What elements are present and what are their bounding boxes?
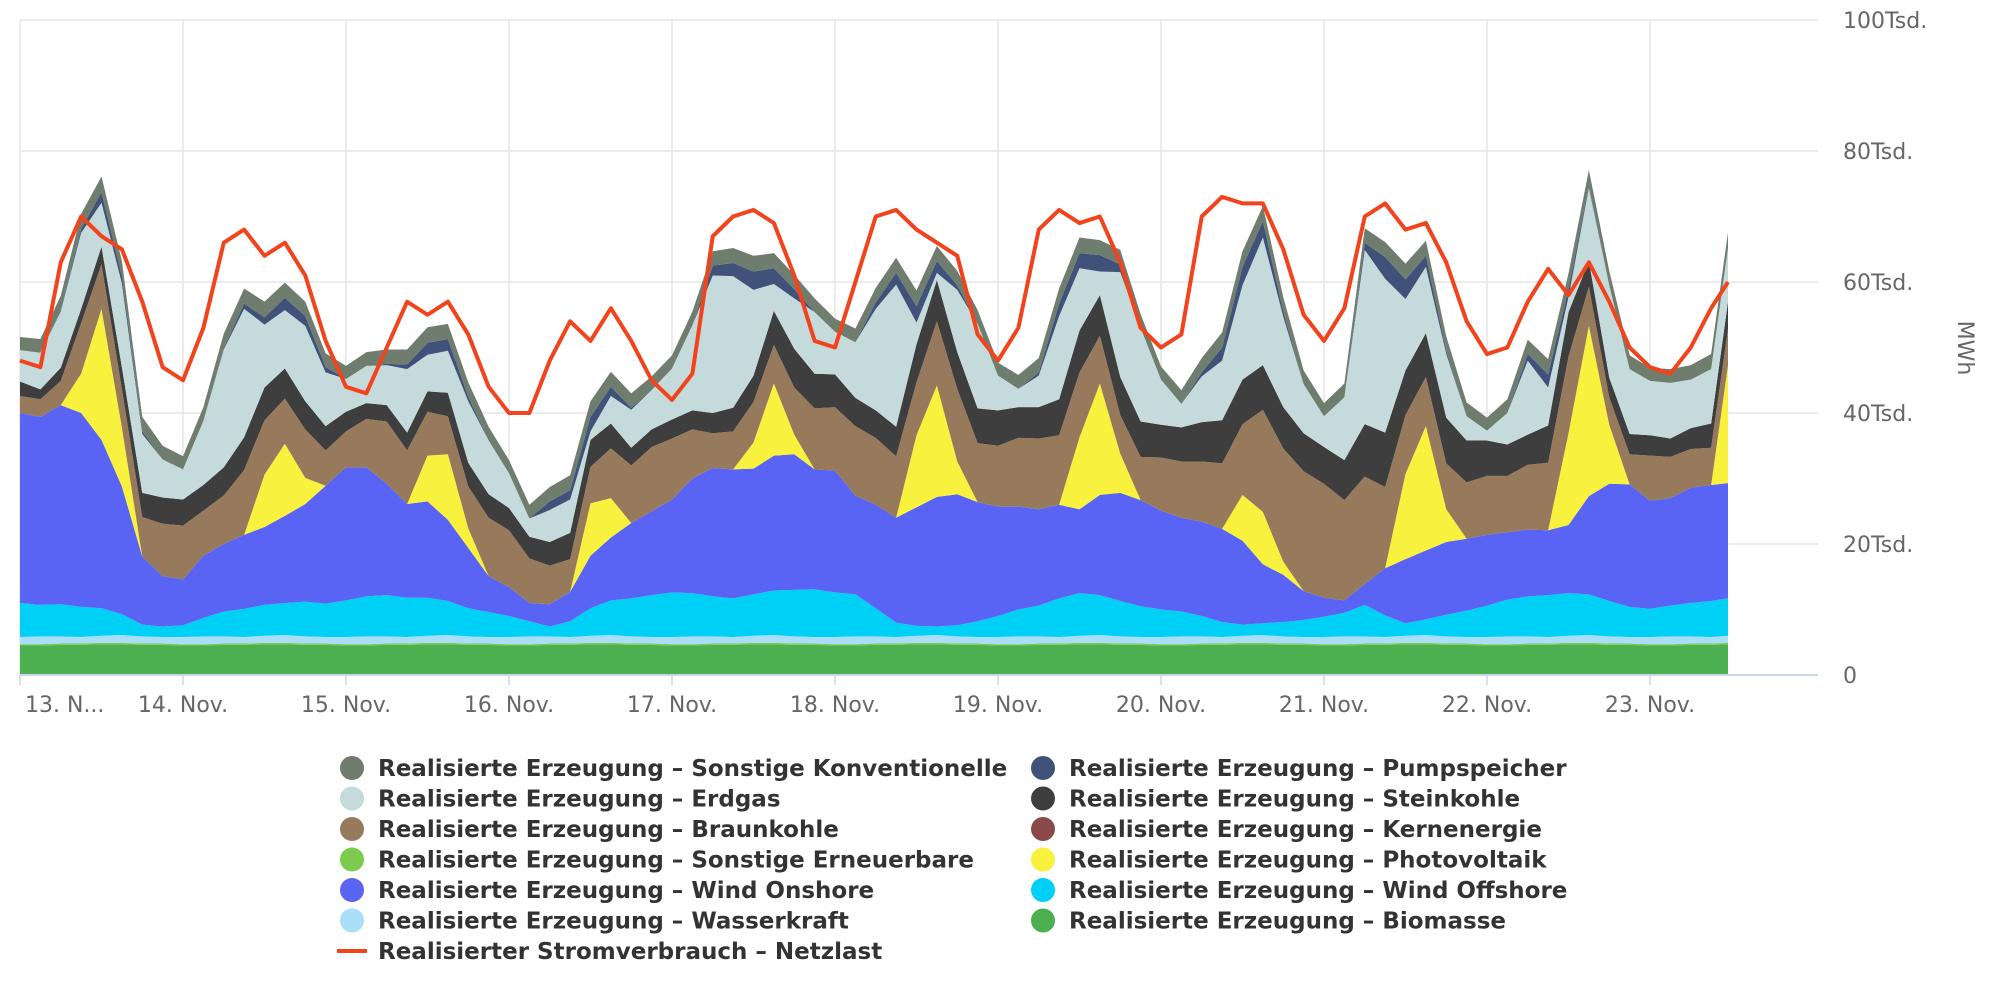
y-tick-label: 100Tsd. [1843, 9, 1927, 34]
area-layer [20, 169, 1728, 675]
legend-marker [1031, 847, 1055, 872]
x-tick-label: 14. Nov. [138, 693, 228, 718]
x-tick-label: 16. Nov. [464, 693, 554, 718]
legend-item-wind-offshore[interactable]: Realisierte Erzeugung – Wind Offshore [1031, 878, 1567, 904]
legend-label: Realisierte Erzeugung – Wind Onshore [378, 878, 874, 904]
legend-item-wind-onshore[interactable]: Realisierte Erzeugung – Wind Onshore [340, 878, 874, 904]
legend-label: Realisierte Erzeugung – Photovoltaik [1069, 848, 1547, 874]
area-series-steinkohle[interactable] [20, 246, 1728, 566]
y-tick-label: 60Tsd. [1843, 271, 1913, 296]
axis-layer: 0 20Tsd. 40Tsd. 60Tsd. 80Tsd. 100Tsd. 13. N...… [19, 9, 1977, 718]
area-series-sonstige-erneuerbare[interactable] [20, 642, 1728, 646]
legend-marker [340, 756, 364, 780]
legend-label: Realisierte Erzeugung – Sonstige Erneuer… [378, 848, 974, 874]
y-tick-label: 80Tsd. [1843, 140, 1913, 165]
x-tick-label: 13. N... [25, 693, 104, 718]
y-tick-label: 0 [1843, 664, 1857, 689]
area-series-wind-onshore[interactable] [20, 405, 1728, 627]
legend-marker [340, 847, 364, 872]
area-series-braunkohle[interactable] [20, 264, 1728, 605]
legend-item-braunkohle[interactable]: Realisierte Erzeugung – Braunkohle [340, 817, 839, 843]
legend-label: Realisierte Erzeugung – Steinkohle [1069, 787, 1520, 813]
legend-item-kernenergie[interactable]: Realisierte Erzeugung – Kernenergie [1031, 817, 1542, 843]
legend-item-netzlast[interactable]: Realisierter Stromverbrauch – Netzlast [337, 939, 882, 965]
x-tick-label: 20. Nov. [1116, 693, 1206, 718]
legend-marker [340, 817, 364, 841]
legend-item-erdgas[interactable]: Realisierte Erzeugung – Erdgas [340, 786, 781, 813]
line-series-netzlast[interactable] [19, 194, 1730, 415]
x-tick-label: 22. Nov. [1442, 693, 1532, 718]
area-series-wasserkraft[interactable] [20, 635, 1728, 645]
legend-item-sonstige-erneuerbare[interactable]: Realisierte Erzeugung – Sonstige Erneuer… [340, 847, 974, 874]
legend-item-photovoltaik[interactable]: Realisierte Erzeugung – Photovoltaik [1031, 847, 1547, 874]
legend-marker [1031, 786, 1055, 811]
legend-label: Realisierte Erzeugung – Kernenergie [1069, 817, 1542, 843]
legend-label: Realisierte Erzeugung – Sonstige Konvent… [378, 756, 1007, 782]
x-tick-label: 15. Nov. [301, 693, 391, 718]
line-layer [19, 194, 1730, 415]
legend-marker [1031, 908, 1055, 933]
legend-marker [340, 908, 364, 933]
y-tick-label: 40Tsd. [1843, 402, 1913, 427]
legend-item-pumpspeicher[interactable]: Realisierte Erzeugung – Pumpspeicher [1031, 756, 1567, 782]
legend-marker [340, 786, 364, 811]
legend-label: Realisierte Erzeugung – Wasserkraft [378, 909, 849, 935]
legend-marker [1031, 817, 1055, 841]
legend-label: Realisierte Erzeugung – Braunkohle [378, 817, 839, 843]
x-tick-label: 23. Nov. [1605, 693, 1695, 718]
area-series-erdgas[interactable] [20, 187, 1728, 543]
legend: Realisierte Erzeugung – Sonstige Konvent… [337, 756, 1567, 965]
y-tick-label: 20Tsd. [1843, 533, 1913, 558]
legend-marker [1031, 878, 1055, 902]
legend-marker [340, 878, 364, 902]
legend-label: Realisierte Erzeugung – Wind Offshore [1069, 878, 1567, 904]
y-axis-title: MWh [1952, 321, 1977, 376]
area-series-biomasse[interactable] [20, 644, 1728, 675]
legend-marker [1031, 756, 1055, 780]
legend-label: Realisierter Stromverbrauch – Netzlast [378, 939, 882, 965]
x-tick-label: 19. Nov. [953, 693, 1043, 718]
legend-label: Realisierte Erzeugung – Erdgas [378, 787, 781, 813]
x-tick-label: 17. Nov. [627, 693, 717, 718]
legend-item-steinkohle[interactable]: Realisierte Erzeugung – Steinkohle [1031, 786, 1520, 813]
x-tick-label: 18. Nov. [790, 693, 880, 718]
legend-label: Realisierte Erzeugung – Pumpspeicher [1069, 756, 1567, 782]
legend-item-sonstige-konventionelle[interactable]: Realisierte Erzeugung – Sonstige Konvent… [340, 756, 1007, 782]
area-series-wind-offshore[interactable] [20, 589, 1728, 638]
x-tick-label: 21. Nov. [1279, 693, 1369, 718]
legend-item-wasserkraft[interactable]: Realisierte Erzeugung – Wasserkraft [340, 908, 849, 935]
legend-label: Realisierte Erzeugung – Biomasse [1069, 909, 1506, 935]
legend-item-biomasse[interactable]: Realisierte Erzeugung – Biomasse [1031, 908, 1506, 935]
